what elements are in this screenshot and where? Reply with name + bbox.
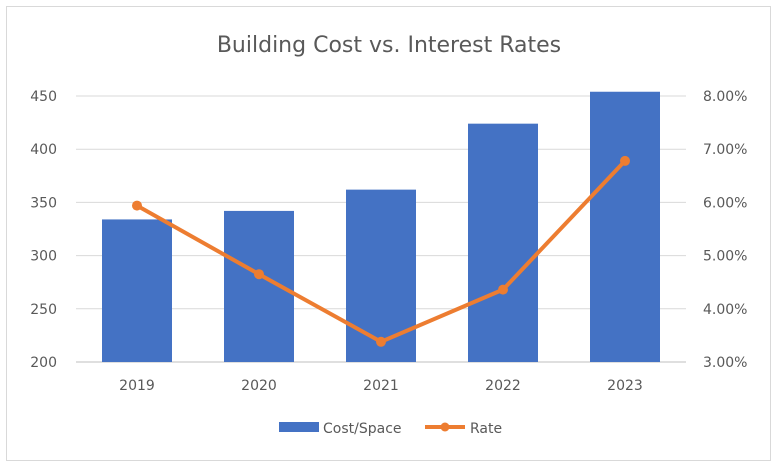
rate-point: [498, 284, 508, 295]
line-series: [132, 155, 630, 347]
bar: [590, 91, 660, 362]
rate-point: [620, 155, 630, 166]
legend: Cost/Space Rate: [279, 421, 502, 437]
chart-title: Building Cost vs. Interest Rates: [217, 33, 561, 58]
x-tick-label: 2020: [241, 378, 277, 394]
x-tick-label: 2022: [485, 378, 521, 394]
legend-swatch-rate-marker: [440, 422, 450, 432]
rate-point: [376, 336, 386, 347]
x-tick-label: 2019: [119, 378, 155, 394]
y-right-tick-label: 8.00%: [703, 89, 747, 105]
gridlines: [76, 95, 686, 363]
y-left-tick-label: 200: [30, 355, 57, 371]
y-left-tick-label: 250: [30, 302, 57, 318]
y-right-tick-label: 3.00%: [703, 355, 747, 371]
y-left-tick-label: 450: [30, 89, 57, 105]
y-left-tick-label: 350: [30, 195, 57, 211]
bar: [346, 189, 416, 362]
bar: [102, 219, 172, 362]
legend-label-cost-space: Cost/Space: [323, 421, 402, 437]
rate-point: [254, 269, 264, 280]
legend-label-rate: Rate: [470, 421, 502, 437]
y-right-tick-label: 6.00%: [703, 195, 747, 211]
x-tick-label: 2023: [607, 378, 643, 394]
rate-point: [132, 200, 142, 211]
y-left-tick-label: 400: [30, 142, 57, 158]
y-right-tick-label: 7.00%: [703, 142, 747, 158]
legend-swatch-cost-space: [279, 422, 319, 432]
y-axis-right: 3.00% 4.00% 5.00% 6.00% 7.00% 8.00%: [703, 89, 747, 371]
y-right-tick-label: 5.00%: [703, 249, 747, 265]
y-left-tick-label: 300: [30, 249, 57, 265]
bar: [468, 123, 538, 362]
y-axis-left: 200 250 300 350 400 450: [30, 89, 57, 371]
x-axis: 2019 2020 2021 2022 2023: [119, 378, 643, 394]
x-tick-label: 2021: [363, 378, 399, 394]
y-right-tick-label: 4.00%: [703, 302, 747, 318]
bar-series: [102, 91, 660, 362]
